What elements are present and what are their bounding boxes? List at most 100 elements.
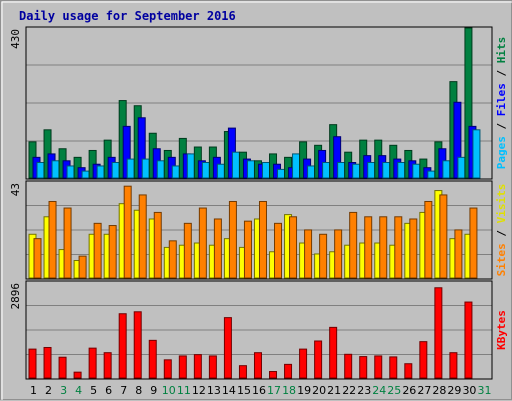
bar-sites-day-25 (394, 216, 403, 279)
axis-label-separator: / (495, 63, 508, 83)
bar-sites-day-26 (409, 218, 418, 279)
bar-kbytes-day-5 (88, 347, 97, 379)
bar-sites-day-4 (78, 255, 87, 279)
bar-kbytes-day-22 (344, 353, 353, 379)
bar-kbytes-day-15 (238, 365, 247, 379)
bar-kbytes-day-8 (133, 311, 142, 379)
tick-label-day-2: 2 (45, 384, 52, 397)
axis-label-separator: / (495, 116, 508, 136)
bar-sites-day-10 (168, 240, 177, 279)
panel-kbytes: 2896 KBytes (9, 280, 508, 380)
bar-kbytes-day-27 (419, 341, 428, 379)
bar-sites-day-16 (258, 200, 267, 279)
panel-border (25, 280, 493, 380)
max-label-visits_sites: 43 (9, 183, 22, 196)
axis-label-visits_sites: Sites / Visits (495, 184, 508, 277)
bar-pages-day-4 (81, 170, 90, 179)
bar-pages-day-2 (51, 160, 60, 179)
bar-pages-day-6 (111, 162, 120, 179)
bar-pages-day-13 (216, 163, 225, 179)
bar-pages-day-10 (171, 165, 180, 179)
tick-label-day-3: 3 (60, 384, 67, 397)
tick-label-day-19: 19 (297, 384, 311, 397)
bar-sites-day-20 (319, 233, 328, 279)
bar-pages-day-9 (156, 160, 165, 179)
tick-label-day-7: 7 (120, 384, 127, 397)
bar-pages-day-27 (427, 170, 436, 179)
bar-pages-day-11 (186, 153, 195, 179)
bar-kbytes-day-21 (329, 326, 338, 379)
tick-label-day-14: 14 (222, 384, 236, 397)
bar-sites-day-27 (424, 200, 433, 279)
tick-label-day-18: 18 (282, 384, 296, 397)
bar-sites-day-28 (439, 194, 448, 279)
bar-kbytes-day-18 (284, 363, 293, 379)
bar-sites-day-29 (454, 229, 463, 279)
bar-kbytes-day-7 (118, 313, 127, 379)
tick-label-day-4: 4 (75, 384, 82, 397)
tick-label-day-30: 30 (462, 384, 476, 397)
bar-kbytes-day-4 (73, 371, 82, 379)
bar-kbytes-day-30 (464, 301, 473, 379)
tick-label-day-31: 31 (477, 384, 491, 397)
axis-label-kbytes: KBytes (495, 310, 508, 350)
tick-label-day-23: 23 (357, 384, 371, 397)
bar-kbytes-day-17 (269, 371, 278, 379)
bar-pages-day-14 (231, 151, 240, 179)
bar-sites-day-19 (304, 229, 313, 279)
tick-label-day-16: 16 (252, 384, 266, 397)
bar-sites-day-13 (213, 218, 222, 279)
bar-kbytes-day-24 (374, 355, 383, 379)
tick-label-day-26: 26 (402, 384, 416, 397)
bar-sites-day-30 (469, 207, 478, 279)
tick-label-day-28: 28 (432, 384, 446, 397)
bar-kbytes-day-20 (314, 340, 323, 379)
bar-sites-day-14 (228, 200, 237, 279)
bar-kbytes-day-13 (208, 355, 217, 379)
bar-pages-day-8 (141, 158, 150, 179)
bar-sites-day-11 (183, 222, 192, 279)
bar-pages-day-5 (96, 165, 105, 179)
bar-pages-day-24 (382, 162, 391, 179)
axis-label-separator: / (495, 223, 508, 243)
bar-pages-day-22 (352, 163, 361, 179)
bar-sites-day-9 (153, 211, 162, 279)
panel-border (25, 26, 493, 180)
axis-label-hits: Hits (495, 37, 508, 64)
panel-hits_files_pages: 430 Pages / Files / Hits (9, 26, 508, 180)
tick-label-day-8: 8 (135, 384, 142, 397)
bar-kbytes-day-10 (163, 359, 172, 379)
bar-sites-day-8 (138, 194, 147, 279)
bar-kbytes-day-1 (28, 348, 37, 379)
bar-sites-day-23 (364, 216, 373, 279)
bar-sites-day-22 (349, 211, 358, 279)
bar-sites-day-2 (48, 200, 57, 279)
bar-pages-day-26 (412, 163, 421, 179)
bar-pages-day-7 (126, 158, 135, 179)
axis-label-kbytes: KBytes (495, 310, 508, 350)
bar-sites-day-3 (63, 207, 72, 279)
axis-label-sites: Sites (495, 243, 508, 276)
panel-visits_sites: 43 Sites / Visits (9, 180, 508, 280)
chart-title: Daily usage for September 2016 (19, 9, 236, 23)
bar-kbytes-day-29 (449, 352, 458, 379)
tick-label-day-20: 20 (312, 384, 326, 397)
bar-pages-day-15 (246, 160, 255, 179)
tick-label-day-17: 17 (267, 384, 281, 397)
tick-label-day-9: 9 (150, 384, 157, 397)
bar-kbytes-day-19 (299, 348, 308, 379)
bar-kbytes-day-9 (148, 339, 157, 379)
bar-pages-day-28 (442, 160, 451, 179)
tick-label-day-15: 15 (237, 384, 251, 397)
tick-label-day-13: 13 (207, 384, 221, 397)
bar-kbytes-day-11 (178, 355, 187, 379)
bar-pages-day-19 (307, 165, 316, 179)
bar-kbytes-day-16 (253, 352, 262, 379)
tick-label-day-12: 12 (192, 384, 206, 397)
tick-label-day-1: 1 (30, 384, 37, 397)
bar-pages-day-16 (261, 162, 270, 179)
bar-pages-day-12 (201, 162, 210, 179)
bar-sites-day-18 (289, 216, 298, 279)
axis-label-files: Files (495, 83, 508, 116)
